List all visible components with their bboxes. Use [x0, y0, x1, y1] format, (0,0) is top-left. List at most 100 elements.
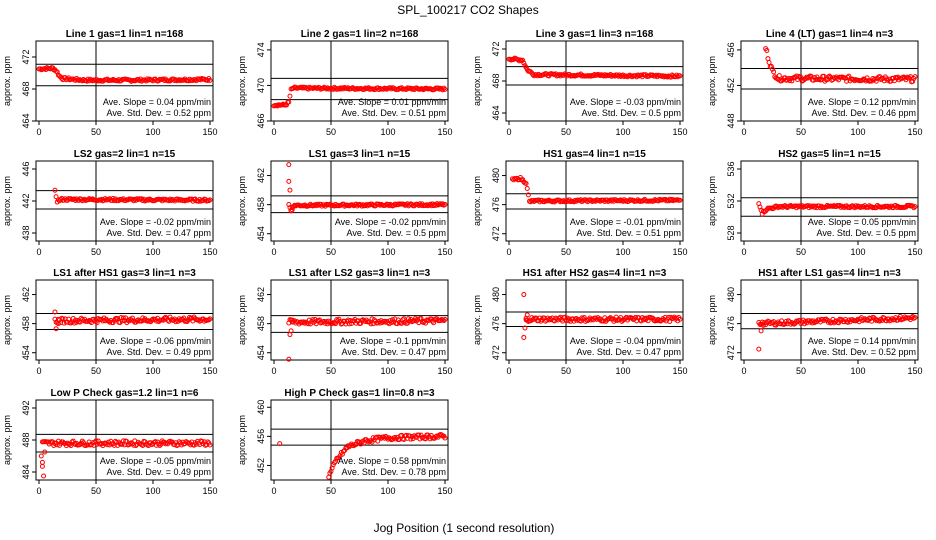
data-point — [431, 320, 437, 326]
data-point — [586, 316, 592, 322]
x-tick-label: 0 — [741, 247, 746, 257]
data-points — [506, 55, 683, 80]
y-axis-label: approx. ppm — [472, 295, 482, 345]
data-point — [854, 204, 860, 210]
x-tick-label: 150 — [202, 486, 217, 496]
data-point — [437, 318, 443, 324]
data-point — [894, 204, 900, 210]
data-point — [525, 192, 531, 198]
data-point — [167, 314, 173, 320]
y-axis-label: approx. ppm — [2, 176, 12, 226]
x-tick-label: 100 — [380, 127, 395, 137]
data-point — [885, 203, 891, 209]
data-point — [509, 176, 515, 182]
data-points — [52, 187, 213, 205]
x-tick-label: 150 — [907, 127, 922, 137]
data-point — [789, 78, 795, 84]
data-point — [104, 442, 110, 448]
data-point — [521, 292, 527, 298]
data-point — [52, 309, 58, 315]
x-tick-label: 50 — [326, 247, 336, 257]
data-point — [207, 77, 213, 83]
y-tick-label: 474 — [256, 42, 266, 57]
x-tick-label: 150 — [672, 366, 687, 376]
x-tick-label: 100 — [380, 247, 395, 257]
data-point — [806, 74, 812, 80]
data-point — [523, 317, 529, 323]
x-tick-label: 50 — [326, 366, 336, 376]
plot-frame — [35, 279, 214, 361]
data-point — [856, 203, 862, 209]
data-point — [424, 202, 430, 208]
y-axis-label: approx. ppm — [237, 176, 247, 226]
x-tick-label: 100 — [615, 366, 630, 376]
y-tick-label: 466 — [256, 113, 266, 128]
data-point — [677, 73, 683, 79]
data-point — [764, 47, 770, 53]
data-point — [277, 441, 283, 447]
data-point — [181, 77, 187, 83]
data-point — [421, 86, 427, 92]
stat-slope: Ave. Slope = -0.01 ppm/min — [570, 217, 681, 227]
data-point — [910, 78, 916, 84]
stat-stddev: Ave. Std. Dev. = 0.52 ppm — [107, 108, 211, 118]
data-points — [286, 162, 448, 214]
data-point — [364, 438, 370, 444]
x-tick-label: 50 — [561, 127, 571, 137]
x-tick-label: 150 — [202, 247, 217, 257]
data-point — [314, 201, 320, 207]
y-tick-label: 468 — [491, 73, 501, 88]
y-axis-label: approx. ppm — [472, 56, 482, 106]
panel-title: Line 3 gas=1 lin=3 n=168 — [536, 29, 654, 40]
data-point — [300, 85, 305, 91]
data-point — [873, 78, 879, 84]
y-tick-label: 456 — [726, 42, 736, 57]
x-tick-label: 150 — [672, 127, 687, 137]
data-point — [197, 76, 203, 82]
data-point — [142, 439, 148, 445]
y-tick-label: 468 — [21, 81, 31, 96]
data-point — [383, 202, 389, 208]
data-points — [277, 431, 448, 480]
data-point — [327, 320, 333, 326]
panel-10: LS1 after LS2 gas=3 lin=1 n=3 approx. ppm… — [237, 268, 453, 376]
data-point — [339, 85, 345, 91]
panel-title: HS1 gas=4 lin=1 n=15 — [543, 149, 646, 160]
data-point — [206, 317, 212, 323]
x-tick-label: 150 — [437, 127, 452, 137]
y-tick-label: 460 — [256, 400, 266, 415]
data-point — [758, 328, 764, 334]
data-point — [68, 320, 74, 326]
data-point — [570, 316, 576, 322]
x-tick-label: 50 — [796, 366, 806, 376]
y-axis-label: approx. ppm — [2, 56, 12, 106]
data-point — [85, 197, 91, 203]
stat-slope: Ave. Slope = 0.12 ppm/min — [808, 97, 916, 107]
data-point — [395, 317, 401, 323]
panel-title: LS1 after HS1 gas=3 lin=1 n=3 — [53, 268, 196, 279]
data-point — [52, 187, 58, 193]
x-tick-label: 100 — [850, 366, 865, 376]
data-points — [286, 316, 448, 362]
data-point — [85, 442, 91, 448]
stat-slope: Ave. Slope = -0.02 ppm/min — [100, 217, 211, 227]
x-tick-label: 50 — [561, 366, 571, 376]
data-point — [184, 439, 190, 445]
stat-slope: Ave. Slope = -0.1 ppm/min — [340, 336, 446, 346]
plot-frame — [35, 40, 214, 122]
y-axis-label: approx. ppm — [472, 176, 482, 226]
x-tick-label: 150 — [437, 247, 452, 257]
data-point — [783, 318, 789, 324]
x-tick-label: 0 — [741, 127, 746, 137]
panel-title: LS2 gas=2 lin=1 n=15 — [74, 149, 176, 160]
panel-6: LS1 gas=3 lin=1 n=15 approx. ppm 454 458 462… — [237, 149, 453, 257]
y-axis-label: approx. ppm — [237, 295, 247, 345]
x-tick-label: 150 — [202, 127, 217, 137]
y-tick-label: 438 — [21, 225, 31, 240]
data-points — [38, 438, 213, 479]
data-point — [912, 74, 918, 80]
data-point — [642, 315, 648, 321]
data-point — [560, 199, 566, 205]
data-points — [271, 84, 448, 109]
data-points — [521, 292, 683, 340]
